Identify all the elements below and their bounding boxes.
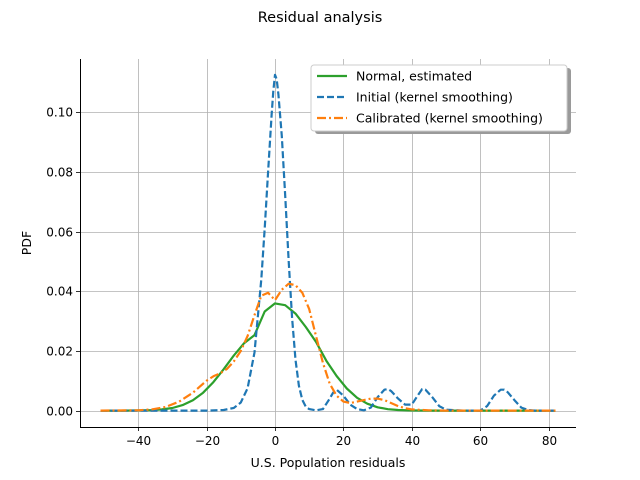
- y-tick-label: 0.04: [46, 285, 73, 299]
- x-tick-label: −20: [195, 434, 220, 448]
- y-tick-label: 0.10: [46, 106, 73, 120]
- legend-box: [310, 64, 568, 132]
- x-axis-label: U.S. Population residuals: [251, 455, 406, 470]
- legend: Normal, estimated Initial (kernel smoothi…: [310, 64, 571, 134]
- y-axis-label: PDF: [19, 231, 34, 255]
- series-line-2: [100, 73, 556, 412]
- x-tick-label: 60: [473, 434, 488, 448]
- series-line-3: [100, 282, 556, 412]
- y-tick-label: 0.06: [46, 226, 73, 240]
- series-group: [100, 73, 556, 412]
- ticks: −40 −20 0 20 40 60 80 0.00 0.02 0.04 0.06 0.08 0.10: [46, 106, 557, 449]
- chart-title: Residual analysis: [258, 10, 383, 26]
- x-tick-label: 0: [272, 434, 280, 448]
- y-tick-label: 0.08: [46, 166, 73, 180]
- x-tick-label: 40: [405, 434, 420, 448]
- x-tick-label: 80: [542, 434, 557, 448]
- x-tick-label: 20: [336, 434, 351, 448]
- y-tick-label: 0.02: [46, 345, 73, 359]
- x-tick-label: −40: [126, 434, 151, 448]
- y-tick-label: 0.00: [46, 405, 73, 419]
- legend-label-1: Normal, estimated: [356, 69, 472, 84]
- legend-label-3: Calibrated (kernel smoothing): [356, 111, 543, 126]
- legend-label-2: Initial (kernel smoothing): [356, 90, 513, 105]
